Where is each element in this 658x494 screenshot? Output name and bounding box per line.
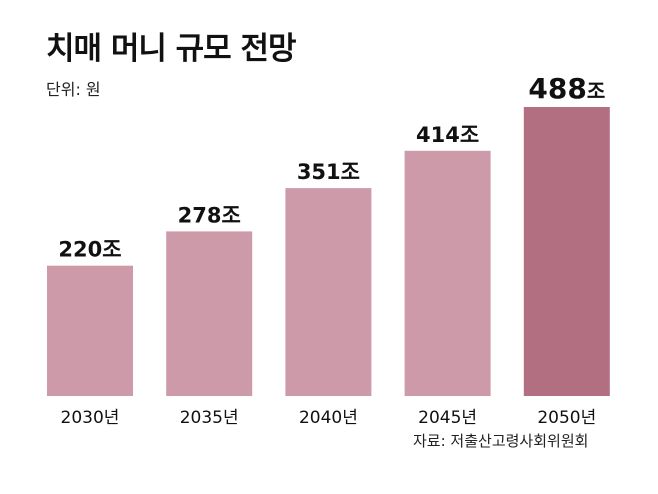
value-label: 278조 — [178, 203, 241, 227]
value-label: 220조 — [58, 238, 121, 262]
bar-2050년 — [523, 107, 610, 396]
category-label: 2050년 — [537, 408, 596, 428]
category-label: 2035년 — [180, 408, 239, 428]
value-label: 414조 — [416, 123, 479, 147]
value-label: 351조 — [297, 160, 360, 184]
source-note: 자료: 저출산고령사회위원회 — [413, 432, 589, 450]
bar-2035년 — [166, 231, 253, 396]
chart-title: 치매 머니 규모 전망 — [46, 31, 297, 67]
unit-label: 단위: 원 — [46, 80, 101, 99]
bar-2045년 — [404, 150, 491, 396]
category-label: 2030년 — [61, 408, 120, 428]
category-label: 2040년 — [299, 408, 358, 428]
bar-2040년 — [285, 188, 372, 396]
bar-2030년 — [47, 265, 133, 396]
value-label: 488조 — [528, 72, 605, 105]
category-label: 2045년 — [418, 408, 477, 428]
